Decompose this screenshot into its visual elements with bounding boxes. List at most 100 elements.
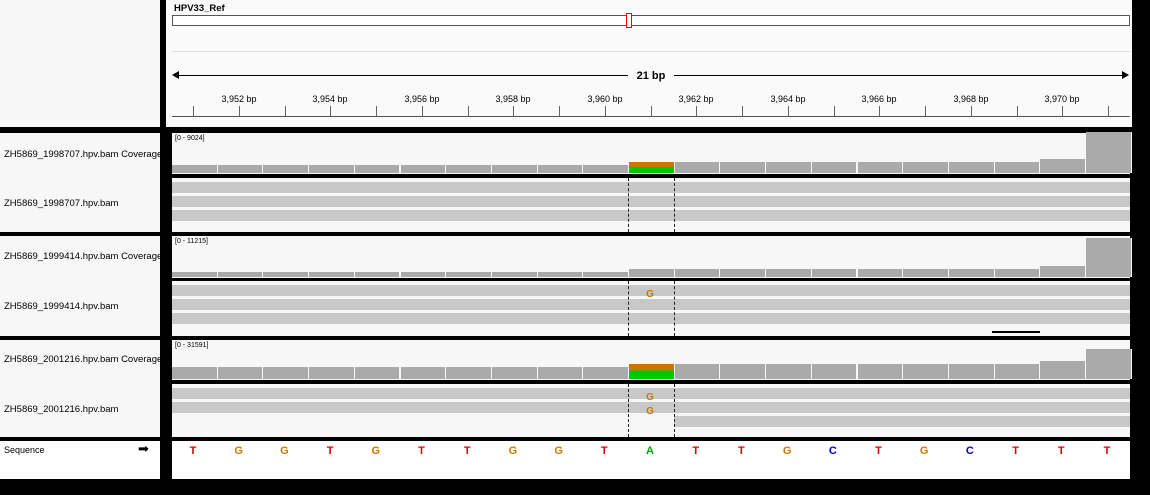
- sequence-base: T: [738, 445, 745, 457]
- coverage-bar[interactable]: [446, 367, 492, 379]
- coverage-bar[interactable]: [172, 272, 218, 277]
- current-region-marker[interactable]: [626, 13, 632, 28]
- read[interactable]: [172, 299, 1130, 310]
- coverage-bar[interactable]: [1086, 349, 1132, 379]
- track1-alignment-label[interactable]: ZH5869_1998707.hpv.bam: [4, 198, 119, 209]
- coverage-bar[interactable]: [217, 367, 264, 379]
- coverage-bar[interactable]: [948, 364, 995, 379]
- track3-alignment-label[interactable]: ZH5869_2001216.hpv.bam: [4, 404, 119, 415]
- coverage-bar[interactable]: [583, 165, 629, 173]
- coverage-bar[interactable]: [766, 364, 812, 379]
- read[interactable]: [172, 402, 1130, 413]
- coverage-track[interactable]: [0 - 31591]: [172, 340, 1132, 380]
- center-guide-line: [628, 178, 629, 232]
- coverage-bar[interactable]: [1040, 361, 1086, 379]
- coverage-bar[interactable]: [674, 162, 721, 173]
- ruler-tick: [330, 106, 331, 116]
- coverage-bar[interactable]: [354, 367, 401, 379]
- coverage-bar[interactable]: [1040, 159, 1086, 173]
- track2-coverage-label[interactable]: ZH5869_1999414.hpv.bam Coverage: [4, 251, 160, 262]
- coverage-bar[interactable]: [811, 162, 858, 173]
- coverage-bar[interactable]: [263, 272, 310, 277]
- coverage-bar[interactable]: [720, 364, 767, 379]
- read[interactable]: [172, 182, 1130, 193]
- coverage-bar[interactable]: [857, 364, 904, 379]
- alignment-track[interactable]: G: [172, 281, 1130, 336]
- ruler-tick: [971, 106, 972, 116]
- track3-coverage-label[interactable]: ZH5869_2001216.hpv.bam Coverage: [4, 354, 160, 365]
- coverage-bar[interactable]: [629, 269, 675, 277]
- coverage-bar[interactable]: [994, 364, 1041, 379]
- read[interactable]: [172, 388, 1130, 399]
- coverage-bar[interactable]: [1040, 266, 1086, 277]
- reference-name[interactable]: HPV33_Ref: [174, 3, 225, 14]
- coverage-bar[interactable]: [1086, 238, 1132, 277]
- coverage-bar[interactable]: [1086, 132, 1132, 173]
- coverage-bar[interactable]: [583, 272, 629, 277]
- coverage-bar[interactable]: [446, 165, 492, 173]
- coverage-bar[interactable]: [217, 165, 264, 173]
- coverage-bar[interactable]: [217, 272, 264, 277]
- coverage-bar[interactable]: [903, 269, 949, 277]
- read[interactable]: [172, 285, 1130, 296]
- coverage-bar[interactable]: [903, 162, 949, 173]
- coverage-bar[interactable]: [948, 269, 995, 277]
- coverage-track[interactable]: [0 - 9024]: [172, 132, 1132, 174]
- center-guide-line: [628, 281, 629, 336]
- track1-coverage-label[interactable]: ZH5869_1998707.hpv.bam Coverage: [4, 149, 160, 160]
- coverage-bar[interactable]: [948, 162, 995, 173]
- coverage-bar[interactable]: [446, 272, 492, 277]
- read[interactable]: [172, 210, 1130, 221]
- coverage-bar[interactable]: [674, 364, 721, 379]
- deletion-marker[interactable]: [992, 331, 1040, 333]
- coverage-bar[interactable]: [811, 364, 858, 379]
- coverage-bar[interactable]: [583, 367, 629, 379]
- coverage-bar[interactable]: [857, 162, 904, 173]
- span-line-right: [674, 75, 1122, 76]
- coverage-bar[interactable]: [629, 162, 675, 173]
- sequence-label[interactable]: Sequence: [4, 445, 45, 455]
- coverage-bar[interactable]: [354, 165, 401, 173]
- coverage-bar[interactable]: [629, 364, 675, 379]
- coverage-bar[interactable]: [172, 367, 218, 379]
- coverage-bar[interactable]: [674, 269, 721, 277]
- ruler-panel: HPV33_Ref 21 bp 3,952 bp 3,954 bp 3,956 bp…: [166, 0, 1132, 127]
- coverage-bar[interactable]: [903, 364, 949, 379]
- coverage-bar[interactable]: [720, 162, 767, 173]
- coverage-bar[interactable]: [720, 269, 767, 277]
- coverage-bar[interactable]: [537, 272, 584, 277]
- coverage-bar[interactable]: [811, 269, 858, 277]
- coverage-bar[interactable]: [309, 272, 355, 277]
- coverage-bar[interactable]: [309, 367, 355, 379]
- ruler-tick: [834, 106, 835, 116]
- read[interactable]: [172, 196, 1130, 207]
- coverage-bar[interactable]: [994, 269, 1041, 277]
- coverage-bar[interactable]: [309, 165, 355, 173]
- coverage-track[interactable]: [0 - 11215]: [172, 236, 1132, 278]
- coverage-bar[interactable]: [263, 165, 310, 173]
- coverage-bar[interactable]: [400, 272, 447, 277]
- coverage-bar[interactable]: [857, 269, 904, 277]
- track2-alignment-label[interactable]: ZH5869_1999414.hpv.bam: [4, 301, 119, 312]
- read[interactable]: [674, 416, 1130, 427]
- coverage-bar[interactable]: [491, 165, 538, 173]
- read[interactable]: [172, 313, 1130, 324]
- strand-arrow-icon[interactable]: ➡: [138, 441, 149, 456]
- coverage-bar[interactable]: [766, 162, 812, 173]
- coverage-bar[interactable]: [263, 367, 310, 379]
- coverage-bar[interactable]: [994, 162, 1041, 173]
- coverage-bar[interactable]: [491, 367, 538, 379]
- coverage-bar[interactable]: [400, 165, 447, 173]
- coverage-bar[interactable]: [354, 272, 401, 277]
- coverage-bar[interactable]: [491, 272, 538, 277]
- coverage-bar[interactable]: [537, 367, 584, 379]
- sequence-base: G: [554, 445, 563, 457]
- coverage-bar[interactable]: [766, 269, 812, 277]
- coverage-bar[interactable]: [172, 165, 218, 173]
- chromosome-ideogram[interactable]: [172, 15, 1130, 26]
- coverage-bar[interactable]: [537, 165, 584, 173]
- alignment-track[interactable]: [172, 178, 1130, 232]
- coverage-bar[interactable]: [400, 367, 447, 379]
